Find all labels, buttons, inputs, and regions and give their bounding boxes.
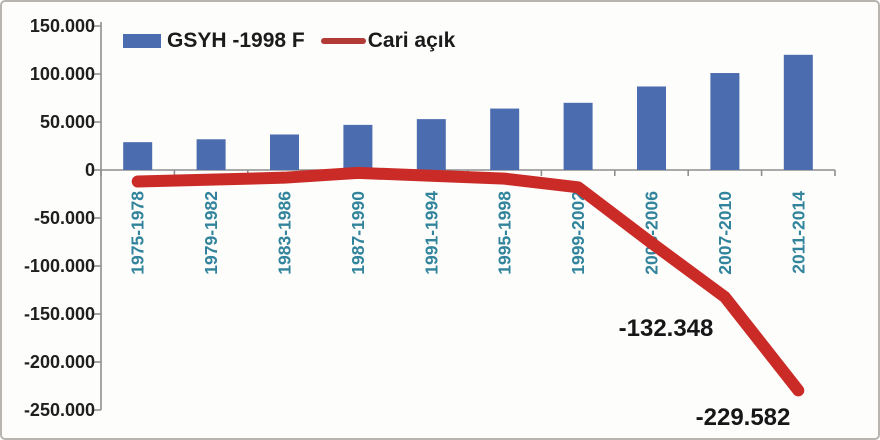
gsyh-bar-2011-2014 [783, 54, 813, 170]
x-axis-label-2007-2010: 2007-2010 [715, 191, 735, 275]
y-axis-tick-label: 50.000 [39, 112, 95, 132]
cari-acik-line-legend-swatch-icon [320, 38, 366, 44]
legend: GSYH -1998 F Cari açık [123, 29, 455, 53]
y-axis-tick-label: 100.000 [29, 64, 95, 84]
gsyh-bar-legend-swatch-icon [123, 34, 161, 48]
gsyh-bar-2007-2010 [710, 73, 740, 170]
gsyh-bar-1995-1998 [490, 108, 520, 170]
y-axis-tick-label: 150.000 [29, 16, 95, 36]
x-axis-label-1975-1978: 1975-1978 [128, 191, 148, 275]
gsyh-bar-1987-1990 [343, 124, 373, 170]
cari-acik-line [131, 166, 805, 397]
gsyh-bar-1983-1986 [270, 134, 299, 170]
gsyh-bar-1975-1978 [123, 142, 153, 170]
y-axis-tick-label: -100.000 [23, 256, 95, 276]
gsyh-bar-2003-2006 [637, 86, 666, 170]
x-axis-label-1999-2002: 1999-2002 [568, 191, 588, 275]
y-axis-tick-label: -200.000 [23, 352, 95, 372]
line-value-label-2007-2010: -132.348 [618, 315, 714, 342]
x-axis-label-1983-1986: 1983-1986 [275, 191, 295, 275]
x-axis-label-1991-1994: 1991-1994 [421, 191, 441, 275]
gsyh-legend-label: GSYH -1998 F [167, 29, 305, 52]
y-axis-tick-label: 0 [84, 160, 95, 180]
y-axis-tick-label: -250.000 [23, 400, 95, 420]
line-value-label-2011-2014: -229.582 [695, 404, 791, 431]
gsyh-bar-1979-1982 [196, 139, 226, 170]
gsyh-bar-1999-2002 [563, 102, 593, 170]
cari-acik-legend-label: Cari açık [367, 29, 456, 52]
x-axis-label-1995-1998: 1995-1998 [495, 191, 515, 275]
x-axis-label-1987-1990: 1987-1990 [348, 191, 368, 275]
y-axis-tick-label: -50.000 [33, 208, 95, 228]
y-axis-tick-label: -150.000 [23, 304, 95, 324]
x-axis-label-2011-2014: 2011-2014 [788, 191, 808, 274]
gsyh-bar-1991-1994 [416, 119, 446, 170]
x-axis-label-1979-1982: 1979-1982 [201, 191, 221, 275]
